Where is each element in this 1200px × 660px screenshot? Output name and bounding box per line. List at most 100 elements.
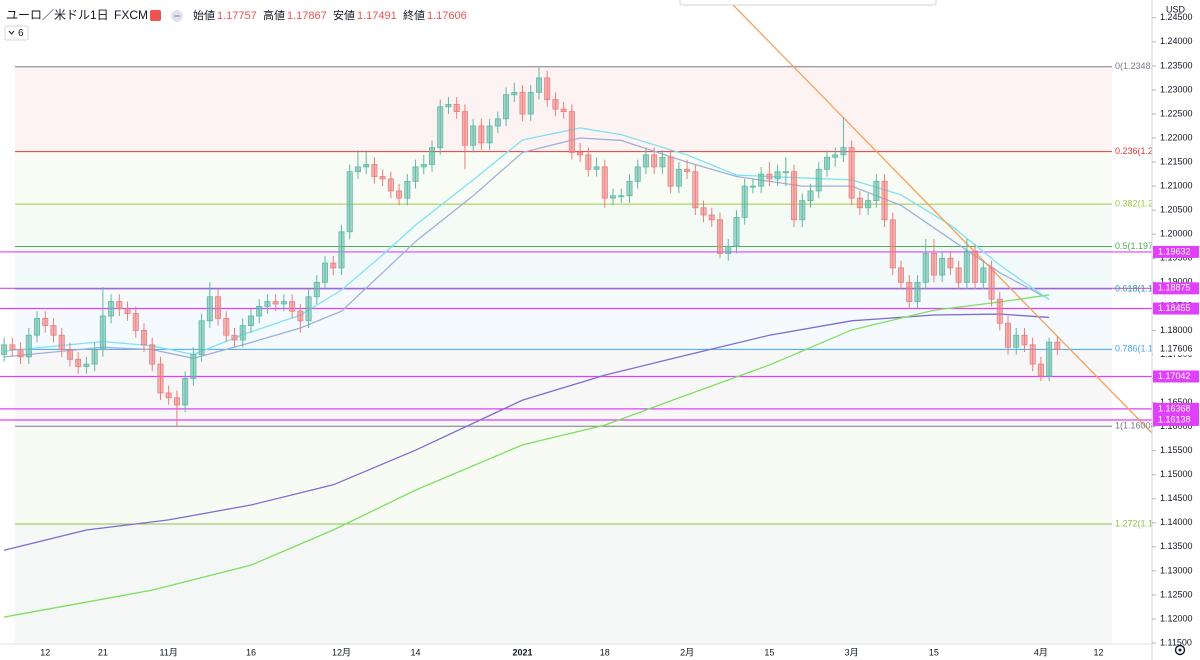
price-tag-label: 1.19632 bbox=[1158, 246, 1191, 256]
x-tick-label: 11月 bbox=[160, 647, 178, 657]
x-tick-label: 16 bbox=[246, 647, 256, 657]
candle-body bbox=[190, 354, 197, 379]
fib-band bbox=[15, 246, 1112, 289]
price-tag-label: 1.16138 bbox=[1158, 414, 1191, 424]
candle-body bbox=[396, 190, 403, 199]
fib-label: 1.272(1.139 bbox=[1115, 518, 1163, 528]
x-tick-label: 12 bbox=[1094, 647, 1104, 657]
candle-body bbox=[618, 195, 625, 198]
candle-body bbox=[749, 185, 756, 188]
y-tick-label: 1.23000 bbox=[1160, 84, 1193, 94]
indicator-line bbox=[727, 0, 1152, 434]
candle-body bbox=[503, 94, 510, 120]
candle-body bbox=[684, 168, 691, 173]
fib-label: 0.236(1.217 bbox=[1115, 146, 1163, 156]
price-tag bbox=[1153, 282, 1199, 295]
ohlc-value: 1.17606 bbox=[427, 10, 467, 22]
y-tick-label: 1.14500 bbox=[1160, 493, 1193, 503]
price-tag bbox=[1153, 413, 1199, 426]
ohlc-label: 終値 bbox=[403, 8, 425, 22]
candle-body bbox=[593, 166, 600, 170]
candle-body bbox=[955, 267, 962, 283]
candle-body bbox=[17, 349, 24, 358]
candle-body bbox=[980, 267, 987, 283]
y-tick-label: 1.15000 bbox=[1160, 469, 1193, 479]
y-tick-label: 1.24000 bbox=[1160, 36, 1193, 46]
price-tag-label: 1.18455 bbox=[1158, 303, 1191, 313]
y-tick-label: 1.12500 bbox=[1160, 589, 1193, 599]
price-tag bbox=[1153, 370, 1199, 383]
candle-body bbox=[799, 200, 806, 221]
candle-body bbox=[848, 147, 855, 199]
y-tick-label: 1.15500 bbox=[1160, 445, 1193, 455]
candle-body bbox=[470, 125, 477, 146]
candle-body bbox=[124, 308, 131, 314]
candle-body bbox=[1054, 341, 1061, 350]
candle-body bbox=[807, 190, 814, 201]
candle-body bbox=[626, 180, 633, 197]
candle-body bbox=[346, 171, 353, 233]
candle-body bbox=[66, 349, 73, 360]
candle-body bbox=[906, 281, 913, 302]
candle-body bbox=[568, 111, 575, 153]
candle-body bbox=[585, 154, 592, 170]
candle-body bbox=[75, 358, 82, 367]
fib-band bbox=[15, 426, 1112, 525]
fib-label: 1(1.16008) bbox=[1115, 421, 1159, 431]
candle-body bbox=[535, 77, 542, 93]
ohlc-value: 1.17757 bbox=[217, 10, 257, 22]
candle-body bbox=[149, 344, 156, 365]
fib-band bbox=[15, 524, 1112, 644]
candle-body bbox=[363, 164, 370, 168]
candle-body bbox=[486, 125, 493, 144]
candle-body bbox=[840, 147, 847, 156]
candle-body bbox=[231, 334, 238, 341]
chevron bbox=[8, 30, 15, 35]
candle-body bbox=[988, 267, 995, 300]
indicator-line bbox=[3, 313, 1050, 551]
candle-body bbox=[725, 245, 732, 254]
y-tick-label: 1.21000 bbox=[1160, 181, 1193, 191]
candle-body bbox=[527, 91, 534, 115]
price-axis: 1.11500 1.12000 1.12500 1.13000 1.13500 1.140… bbox=[1152, 12, 1199, 647]
price-tag bbox=[1153, 402, 1199, 415]
candle-body bbox=[1013, 334, 1020, 348]
candle-body bbox=[741, 185, 748, 218]
indicator-toggle[interactable] bbox=[4, 25, 29, 41]
x-tick-label: 2021 bbox=[512, 647, 532, 657]
candle-body bbox=[659, 156, 666, 168]
candle-body bbox=[1046, 341, 1053, 377]
candle-body bbox=[544, 77, 551, 100]
candle-body bbox=[511, 91, 518, 96]
candle-body bbox=[922, 253, 929, 283]
candle-body bbox=[1021, 334, 1028, 346]
y-tick-label: 1.20000 bbox=[1160, 229, 1193, 239]
candle-body bbox=[642, 154, 649, 168]
x-tick-label: 3月 bbox=[845, 647, 859, 657]
indicator-line bbox=[3, 294, 1050, 618]
candle-body bbox=[774, 171, 781, 180]
y-tick-label: 1.21500 bbox=[1160, 156, 1193, 166]
status-icon[interactable] bbox=[150, 10, 161, 21]
candle-body bbox=[264, 301, 271, 307]
candle-body bbox=[634, 166, 641, 182]
candle-body bbox=[700, 207, 707, 216]
candle-body bbox=[898, 267, 905, 283]
plot-area: 0(1.23481) 0.236(1.217 0.382(1.206 0.5(1.19… bbox=[0, 0, 1163, 644]
candle-body bbox=[478, 125, 485, 144]
y-tick-label: 1.18000 bbox=[1160, 325, 1193, 335]
candle-body bbox=[42, 317, 49, 327]
settings-icon[interactable] bbox=[1174, 644, 1186, 656]
price-tag bbox=[1153, 245, 1199, 258]
candle-body bbox=[947, 257, 954, 269]
candle-body bbox=[280, 301, 287, 305]
candle-body bbox=[692, 171, 699, 209]
candle-body bbox=[9, 344, 16, 351]
popup-edge bbox=[679, 0, 937, 6]
candle-body bbox=[758, 173, 765, 187]
candle-body bbox=[272, 301, 279, 305]
currency: USD bbox=[1166, 4, 1186, 14]
candle-body bbox=[140, 330, 147, 346]
candle-body bbox=[157, 363, 164, 394]
